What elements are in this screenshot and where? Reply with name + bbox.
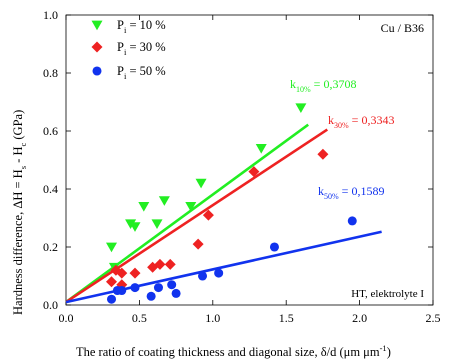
x-tick-label: 0.5 [132, 311, 147, 325]
data-point-50 [198, 271, 208, 281]
slope-label-10: k10% = 0,3708 [290, 77, 356, 94]
legend-marker-50 [92, 66, 102, 76]
legend-label-sub: i [124, 25, 127, 35]
data-point-30 [129, 267, 141, 279]
data-point-50 [167, 280, 177, 290]
y-axis-label-mid: - H [11, 147, 25, 166]
legend-label-suffix: = 10 % [126, 18, 165, 32]
data-point-10 [138, 202, 150, 212]
slope-label-50: k50% = 0,1589 [318, 184, 384, 201]
legend-label-suffix: = 50 % [126, 64, 165, 78]
data-point-50 [106, 294, 117, 304]
slope-label-sub: 30% [334, 121, 349, 130]
x-axis-label-sup: -1 [380, 343, 387, 353]
legend-marker-30 [91, 41, 103, 53]
condition-annotation: HT, elektrolyte I [351, 288, 424, 300]
data-point-50 [153, 283, 163, 293]
y-tick-label: 1.0 [43, 8, 58, 22]
data-point-10 [106, 242, 118, 253]
x-tick-label: 2.0 [352, 311, 367, 325]
slope-label-value: = 0,3343 [349, 113, 395, 127]
slope-label-30: k30% = 0,3343 [328, 113, 394, 130]
data-point-30 [192, 238, 204, 250]
legend-label-prefix: P [117, 40, 124, 54]
fit-line-10 [65, 123, 309, 304]
x-tick-label: 0.0 [59, 311, 74, 325]
x-axis-label-close: ) [387, 345, 391, 359]
x-axis-label: The ratio of coating thickness and diago… [76, 343, 391, 359]
data-point-30 [248, 166, 260, 178]
data-point-50 [269, 242, 279, 252]
slope-label-k: k [328, 113, 334, 127]
data-point-30 [164, 258, 176, 270]
x-axis-ticks: 0.0 0.5 1.0 1.5 2.0 2.5 [59, 15, 441, 325]
data-point-10 [129, 222, 141, 232]
data-point-10 [195, 178, 207, 189]
data-point-30 [154, 258, 166, 270]
x-tick-label: 2.5 [426, 311, 441, 325]
legend-label-10: Pi = 10 % [117, 18, 166, 35]
y-axis-label-sub-s: s [18, 166, 28, 169]
x-axis-label-main: The ratio of coating thickness and diago… [76, 345, 380, 359]
y-axis-ticks: 0.0 0.2 0.4 0.6 0.8 1.0 [43, 8, 433, 312]
data-points [106, 103, 357, 304]
legend-label-30: Pi = 30 % [117, 40, 166, 57]
plot-area-frame [65, 14, 434, 306]
legend-label-suffix: = 30 % [126, 40, 165, 54]
data-point-10 [295, 103, 307, 114]
data-point-30 [106, 276, 118, 288]
fit-lines [65, 123, 382, 304]
data-point-10 [151, 219, 163, 230]
y-tick-label: 0.2 [43, 240, 58, 254]
material-annotation: Cu / B36 [381, 21, 424, 35]
y-axis-label: Hardness difference, ΔH = Hs - Hc (GPa) [11, 110, 28, 315]
data-point-30 [202, 209, 214, 221]
data-point-50 [117, 285, 127, 296]
x-tick-label: 1.5 [279, 311, 294, 325]
y-axis-label-end: (GPa) [11, 110, 25, 143]
data-point-50 [347, 216, 357, 226]
y-tick-label: 0.0 [43, 298, 58, 312]
x-tick-label: 1.0 [205, 311, 220, 325]
y-axis-label-sub-c: c [18, 143, 28, 147]
y-tick-label: 0.8 [43, 66, 58, 80]
slope-label-k: k [318, 184, 324, 198]
slope-label-sub: 10% [296, 85, 311, 94]
data-point-10 [185, 202, 197, 212]
data-point-30 [116, 267, 128, 279]
data-point-30 [317, 148, 329, 160]
data-point-50 [130, 283, 140, 293]
data-point-50 [171, 288, 181, 298]
data-point-10 [158, 196, 170, 206]
y-axis-label-main: Hardness difference, ΔH = H [11, 169, 25, 315]
legend: Pi = 10 %Pi = 30 %Pi = 50 % [91, 18, 166, 81]
legend-label-50: Pi = 50 % [117, 64, 166, 81]
data-point-50 [214, 268, 224, 278]
legend-marker-10 [91, 20, 103, 31]
slope-label-value: = 0,3708 [311, 77, 357, 91]
legend-label-prefix: P [117, 18, 124, 32]
data-point-10 [255, 144, 267, 154]
legend-label-sub: i [124, 71, 127, 81]
fit-line-30 [65, 128, 329, 304]
data-point-50 [146, 291, 156, 301]
legend-label-prefix: P [117, 64, 124, 78]
slope-label-value: = 0,1589 [339, 184, 385, 198]
y-tick-label: 0.4 [43, 182, 58, 196]
slope-label-sub: 50% [324, 192, 339, 201]
slope-label-k: k [290, 77, 296, 91]
legend-label-sub: i [124, 47, 127, 57]
y-tick-label: 0.6 [43, 124, 58, 138]
